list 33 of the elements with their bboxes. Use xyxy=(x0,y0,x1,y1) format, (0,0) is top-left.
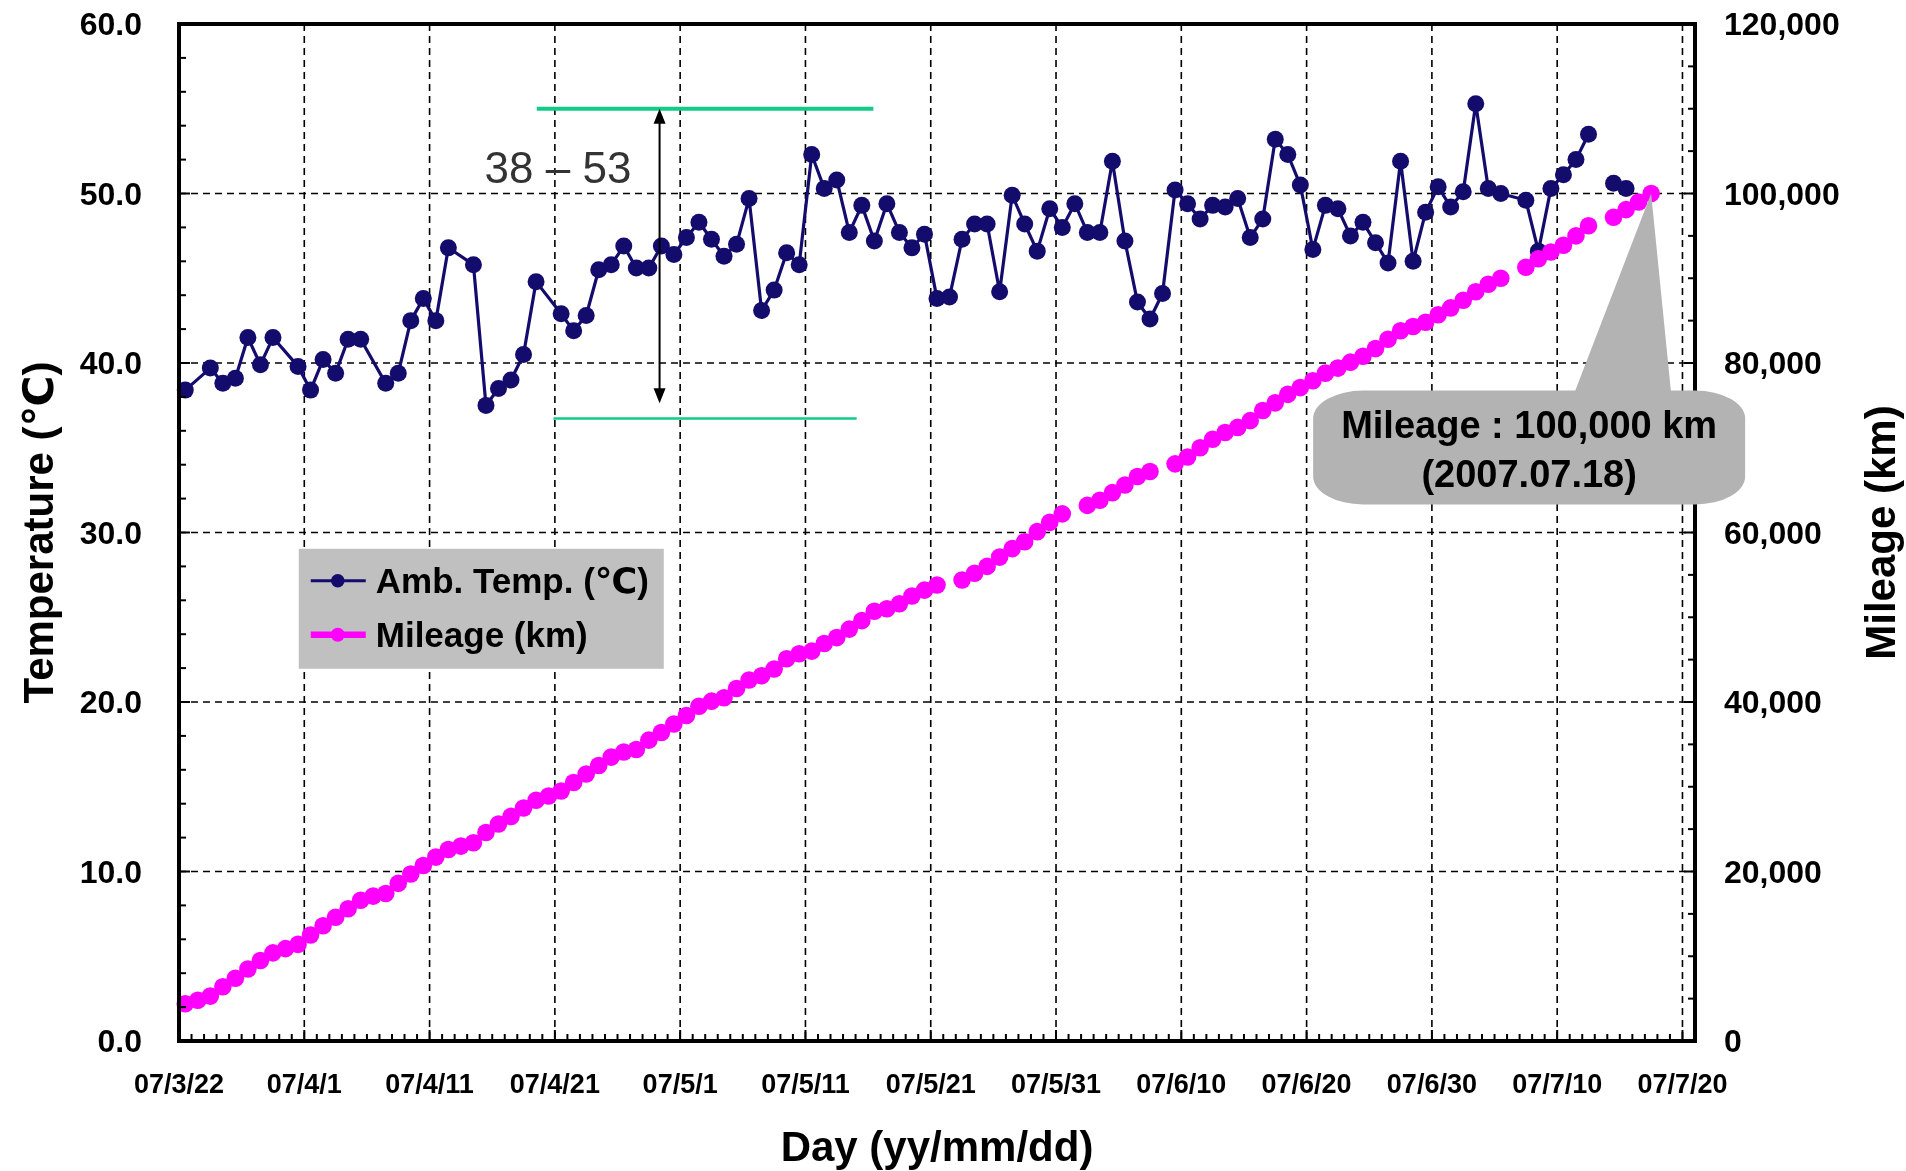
y-tick-label: 20.0 xyxy=(79,684,142,720)
x-tick-label: 07/7/20 xyxy=(1637,1069,1728,1099)
annotation: Mileage : 100,000 km (2007.07.18) xyxy=(1341,403,1718,495)
x-tick-label: 07/7/10 xyxy=(1512,1069,1603,1099)
x-tick-label: 07/4/11 xyxy=(385,1069,474,1099)
x-tick-label: 07/5/1 xyxy=(642,1069,718,1099)
legend-label: Amb. Temp. (℃) xyxy=(375,561,649,601)
y-tick-label: 30.0 xyxy=(79,514,142,551)
y2-tick-label: 120,000 xyxy=(1724,6,1840,42)
y-axis-title: Temperature (℃) xyxy=(14,361,62,704)
x-tick-label: 07/5/21 xyxy=(885,1069,976,1099)
x-tick-label: 07/4/21 xyxy=(509,1069,600,1099)
y2-tick-label: 40,000 xyxy=(1724,684,1822,720)
y-tick-label: 50.0 xyxy=(79,175,142,212)
y2-tick-label: 0 xyxy=(1724,1023,1742,1059)
x-tick-label: 07/5/31 xyxy=(1010,1069,1102,1099)
x-tick-label: 07/6/30 xyxy=(1386,1069,1477,1099)
x-tick-label: 07/6/20 xyxy=(1261,1069,1352,1099)
x-axis-title: Day (yy/mm/dd) xyxy=(780,1122,1094,1170)
y2-tick-label: 80,000 xyxy=(1724,345,1822,381)
y2-tick-label: 20,000 xyxy=(1724,853,1822,890)
y-tick-label: 60.0 xyxy=(79,6,142,42)
y2-axis-title: Mileage (km) xyxy=(1856,405,1904,660)
y2-tick-label: 60,000 xyxy=(1724,514,1822,551)
x-tick-label: 07/4/1 xyxy=(266,1069,342,1099)
x-tick-label: 07/5/11 xyxy=(761,1069,850,1099)
legend-label: Mileage (km) xyxy=(375,615,588,655)
x-tick-label: 07/3/22 xyxy=(133,1069,225,1099)
y-tick-label: 10.0 xyxy=(79,853,142,890)
y-tick-label: 40.0 xyxy=(79,345,142,381)
y2-tick-label: 100,000 xyxy=(1724,175,1840,212)
y-tick-label: 0.0 xyxy=(97,1023,142,1059)
x-tick-label: 07/6/10 xyxy=(1136,1069,1227,1099)
